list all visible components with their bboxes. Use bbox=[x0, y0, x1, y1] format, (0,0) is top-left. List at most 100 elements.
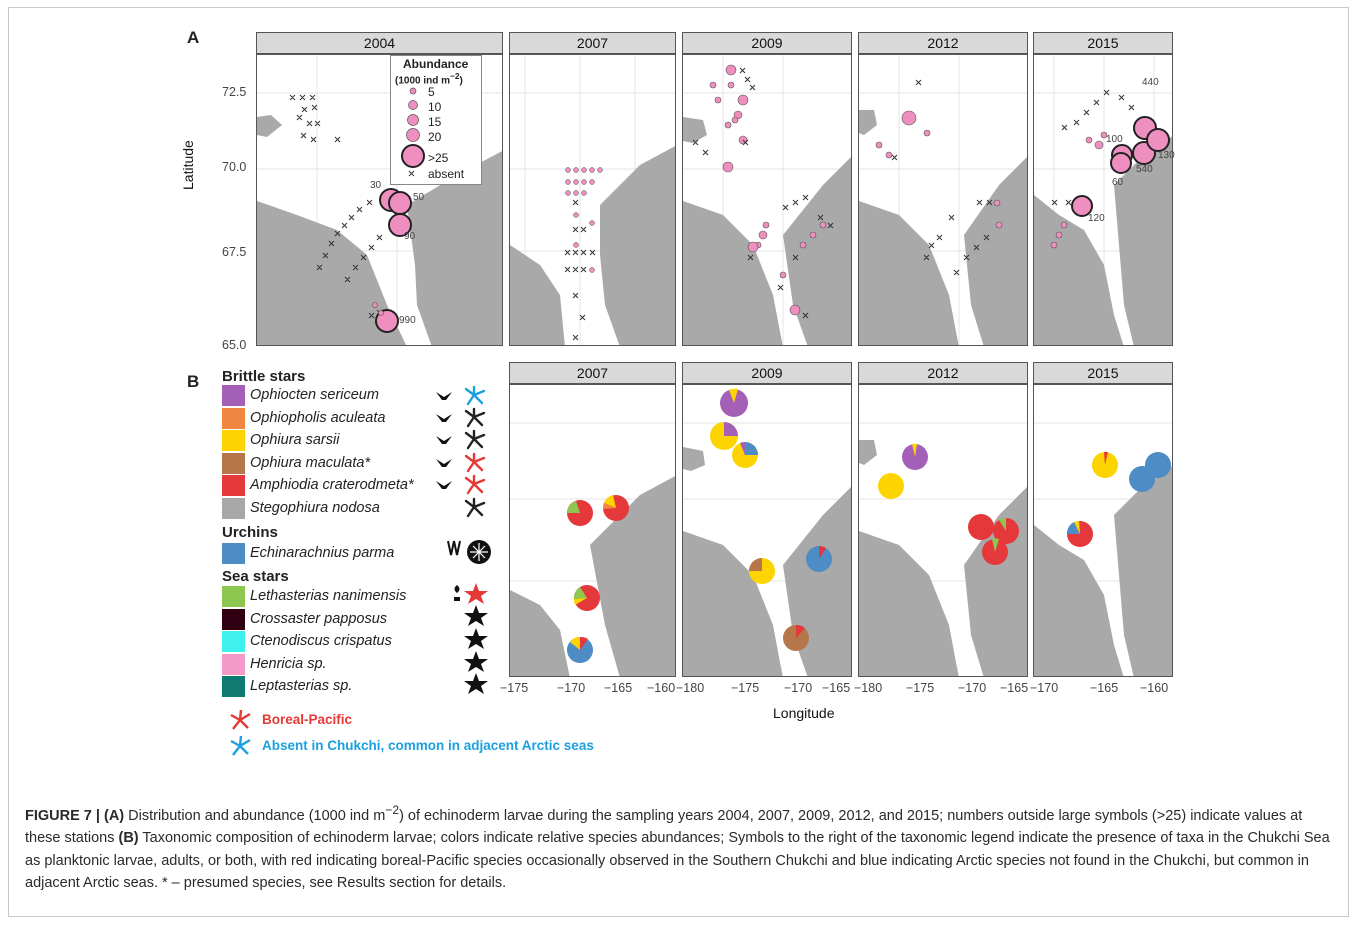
pie-chart bbox=[720, 388, 748, 417]
value-label: 540 bbox=[1136, 164, 1153, 175]
panel-a-letter: A bbox=[187, 28, 200, 47]
map-2007 bbox=[509, 54, 676, 346]
pie-chart bbox=[567, 636, 593, 663]
abundance-circles bbox=[1050, 131, 1108, 249]
map-2015 bbox=[1033, 54, 1173, 346]
value-label: 130 bbox=[1158, 150, 1175, 161]
x-tick: −175 bbox=[731, 681, 760, 695]
x-tick: −180 bbox=[676, 681, 705, 695]
group-sea-stars: Sea stars bbox=[222, 568, 289, 585]
facet-strip-2012: 2012 bbox=[858, 32, 1028, 54]
land-east bbox=[783, 157, 851, 345]
abundance-circles bbox=[375, 188, 412, 333]
brittle-star-icon-red bbox=[464, 452, 486, 473]
land-east bbox=[1114, 136, 1172, 345]
x-tick: −165 bbox=[822, 681, 851, 695]
y-tick: 65.0 bbox=[222, 338, 247, 352]
legend-size: 10 bbox=[428, 100, 442, 114]
brittle-star-icon bbox=[464, 497, 486, 518]
pie-chart bbox=[567, 500, 593, 526]
brittle-star-icon-red bbox=[464, 474, 486, 495]
abundance-legend: Abundance (1000 ind m−2) 5 10 15 20 >25 … bbox=[390, 55, 482, 185]
seastar-larva-icon bbox=[454, 585, 460, 601]
pie-chart bbox=[783, 624, 809, 651]
pie-chart bbox=[902, 443, 928, 470]
facet-strip-2009: 2009 bbox=[682, 32, 852, 54]
x-tick: −170 bbox=[557, 681, 586, 695]
longitude-label: Longitude bbox=[773, 705, 835, 721]
x-tick: −175 bbox=[500, 681, 529, 695]
x-tick: −170 bbox=[1030, 681, 1059, 695]
land-west bbox=[859, 201, 959, 345]
pie-chart bbox=[1145, 452, 1171, 478]
pie-chart bbox=[878, 473, 904, 499]
blue-brittle-star-icon bbox=[230, 735, 251, 756]
pie-chart bbox=[1066, 521, 1093, 547]
brittle-star-icon-blue bbox=[464, 385, 486, 406]
map-2004 bbox=[256, 54, 503, 346]
legend-size: >25 bbox=[428, 151, 449, 165]
facet-strip-2004: 2004 bbox=[256, 32, 503, 54]
arctic-note: Absent in Chukchi, common in adjacent Ar… bbox=[262, 738, 594, 753]
land-island bbox=[257, 115, 282, 137]
absent-markers bbox=[564, 199, 596, 341]
x-tick: −170 bbox=[958, 681, 987, 695]
presence-symbols bbox=[436, 385, 491, 694]
pie-map-2012 bbox=[858, 384, 1028, 677]
absent-markers bbox=[891, 79, 993, 276]
latitude-label: Latitude bbox=[180, 140, 196, 190]
abundance-circles bbox=[709, 64, 827, 316]
value-label: 990 bbox=[399, 315, 416, 326]
y-tick: 72.5 bbox=[222, 85, 247, 99]
land-island bbox=[859, 110, 877, 135]
x-tick: −160 bbox=[1140, 681, 1169, 695]
facet-strip-2007: 2007 bbox=[509, 32, 676, 54]
absent-markers bbox=[289, 94, 383, 319]
map-2009 bbox=[682, 54, 852, 346]
legend-size: 5 bbox=[428, 85, 435, 99]
legend-size: 15 bbox=[428, 115, 442, 129]
land-west bbox=[1034, 195, 1124, 345]
land-east bbox=[600, 146, 675, 345]
pie-map-2015 bbox=[1033, 384, 1173, 677]
x-tick: −165 bbox=[1090, 681, 1119, 695]
larva-icon bbox=[436, 392, 452, 489]
abundance-circles bbox=[875, 110, 1003, 229]
pie-chart bbox=[993, 517, 1019, 544]
land-east bbox=[964, 157, 1027, 345]
taxa-legend: Brittle stars Ophiocten sericeum Ophioph… bbox=[222, 368, 512, 748]
absent-markers bbox=[692, 67, 834, 319]
value-label: 440 bbox=[1142, 77, 1159, 88]
pie-map-2007 bbox=[509, 384, 676, 677]
land-alaska-east bbox=[407, 151, 502, 345]
x-tick: −180 bbox=[854, 681, 883, 695]
value-label: 50 bbox=[413, 192, 425, 203]
pie-chart bbox=[806, 545, 832, 572]
legend-unit: (1000 ind m−2) bbox=[395, 71, 463, 87]
boreal-pacific-note: Boreal-Pacific bbox=[262, 712, 353, 727]
pie-chart bbox=[749, 558, 775, 584]
pie-chart bbox=[732, 442, 758, 468]
large-abundance-circles bbox=[1071, 116, 1170, 217]
pie-chart bbox=[1092, 451, 1118, 478]
facet-strip-2015: 2015 bbox=[1033, 32, 1173, 54]
urchin-larva-icon bbox=[447, 540, 461, 556]
facet-strip-2015: 2015 bbox=[1033, 362, 1173, 384]
facet-strip-2012: 2012 bbox=[858, 362, 1028, 384]
panel-b-letter: B bbox=[187, 372, 200, 391]
group-brittle-stars: Brittle stars bbox=[222, 368, 306, 385]
land-west bbox=[683, 201, 783, 345]
land-alaska-west bbox=[257, 201, 407, 345]
pie-chart bbox=[982, 538, 1008, 565]
land-island bbox=[683, 117, 707, 143]
brittle-star-icon bbox=[464, 429, 486, 450]
sea-star-icons bbox=[464, 583, 488, 694]
x-tick: −175 bbox=[906, 681, 935, 695]
abundance-circles bbox=[565, 167, 603, 273]
group-urchins: Urchins bbox=[222, 524, 278, 541]
red-brittle-star-icon bbox=[230, 709, 251, 730]
map-2012 bbox=[858, 54, 1028, 346]
figure-caption: FIGURE 7 | (A) Distribution and abundanc… bbox=[25, 803, 1330, 892]
value-label: 120 bbox=[1088, 213, 1105, 224]
figure-frame bbox=[8, 7, 1349, 917]
